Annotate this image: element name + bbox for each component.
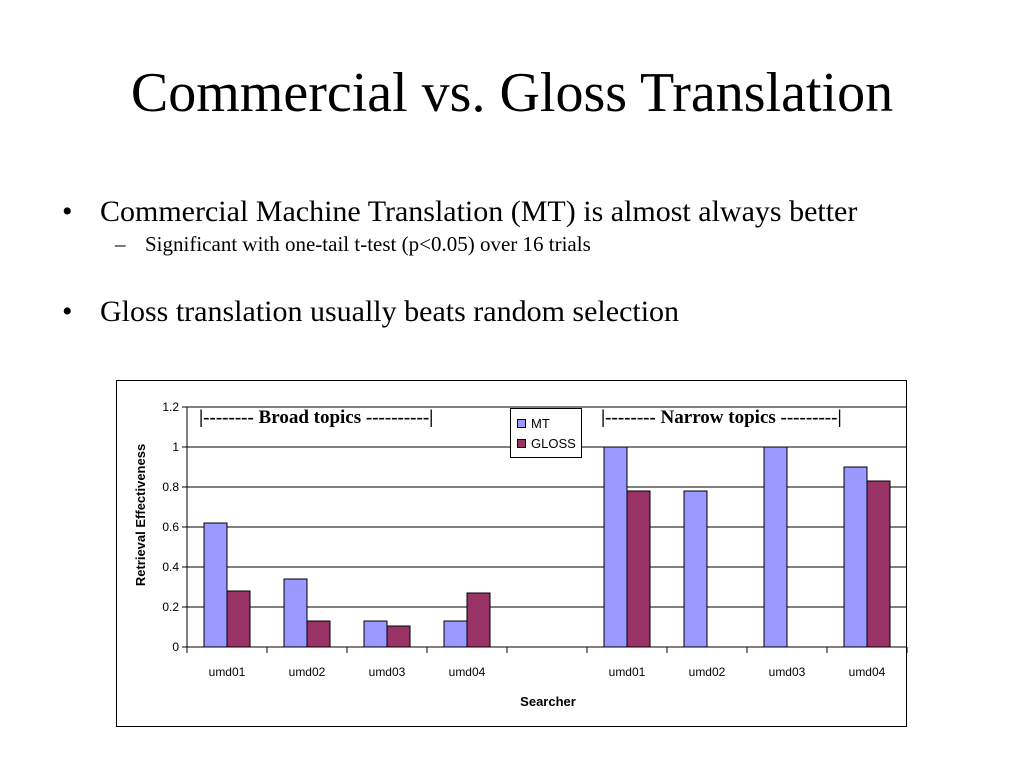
- broad-topics-annotation: |-------- Broad topics ----------|: [199, 407, 434, 428]
- bar-mt-0: [203, 522, 228, 648]
- x-tick-label: umd02: [689, 665, 726, 679]
- sub-bullet-dash: –: [115, 232, 126, 256]
- x-tick-label: umd04: [449, 665, 486, 679]
- bar-mt-6: [683, 490, 708, 648]
- bullet-text: Gloss translation usually beats random s…: [100, 295, 680, 328]
- chart-frame: 0 0.2 0.4 0.6 0.8 1 1.2 umd01 umd02 umd03 umd04 umd…: [116, 380, 908, 727]
- legend-label-gloss: GLOSS: [531, 436, 576, 451]
- bar-mt-3: [443, 620, 468, 648]
- y-tick-label: 1: [172, 440, 179, 454]
- bar-gloss-5: [626, 490, 651, 648]
- bullet-dot: •: [62, 295, 73, 328]
- y-tick-label: 0.6: [162, 520, 179, 534]
- legend-swatch-mt: [517, 419, 526, 428]
- x-tick-label: umd04: [849, 665, 886, 679]
- slide-title: Commercial vs. Gloss Translation: [130, 62, 894, 124]
- bar-mt-5: [603, 446, 628, 648]
- narrow-topics-annotation: |-------- Narrow topics ---------|: [601, 407, 842, 428]
- bar-gloss-8: [866, 480, 891, 648]
- x-tick-label: umd01: [609, 665, 646, 679]
- x-tick-label: umd03: [769, 665, 806, 679]
- bar-chart: 0 0.2 0.4 0.6 0.8 1 1.2 umd01 umd02 umd03 umd04 umd…: [133, 400, 908, 709]
- legend-label-mt: MT: [531, 416, 550, 431]
- chart-legend: MT GLOSS: [510, 408, 582, 458]
- bar-mt-2: [363, 620, 388, 648]
- bullet-item: • Gloss translation usually beats random…: [62, 293, 1012, 331]
- y-tick-label: 0.4: [162, 560, 179, 574]
- y-axis-title: Retrieval Effectiveness: [133, 444, 148, 586]
- legend-swatch-gloss: [517, 439, 526, 448]
- bullet-item: • Commercial Machine Translation (MT) is…: [62, 193, 1012, 231]
- y-tick-label: 1.2: [162, 400, 179, 414]
- y-tick-label: 0.8: [162, 480, 179, 494]
- bar-mt-1: [283, 578, 308, 648]
- bar-mt-7: [763, 446, 788, 648]
- bullet-list: • Commercial Machine Translation (MT) is…: [62, 193, 1012, 331]
- sub-bullet-text: Significant with one-tail t-test (p<0.05…: [145, 232, 591, 256]
- bar-gloss-1: [306, 620, 331, 648]
- bullet-text: Commercial Machine Translation (MT) is a…: [100, 195, 858, 228]
- sub-bullet-item: – Significant with one-tail t-test (p<0.…: [62, 231, 1012, 257]
- bullet-dot: •: [62, 195, 73, 228]
- x-axis-title: Searcher: [520, 694, 576, 709]
- bar-gloss-3: [466, 592, 491, 648]
- x-tick-label: umd03: [369, 665, 406, 679]
- x-tick-label: umd02: [289, 665, 326, 679]
- bar-gloss-0: [226, 590, 251, 648]
- y-tick-label: 0: [172, 640, 179, 654]
- x-tick-label: umd01: [209, 665, 246, 679]
- bar-gloss-2: [386, 625, 411, 648]
- y-tick-label: 0.2: [162, 600, 179, 614]
- bar-mt-8: [843, 466, 868, 648]
